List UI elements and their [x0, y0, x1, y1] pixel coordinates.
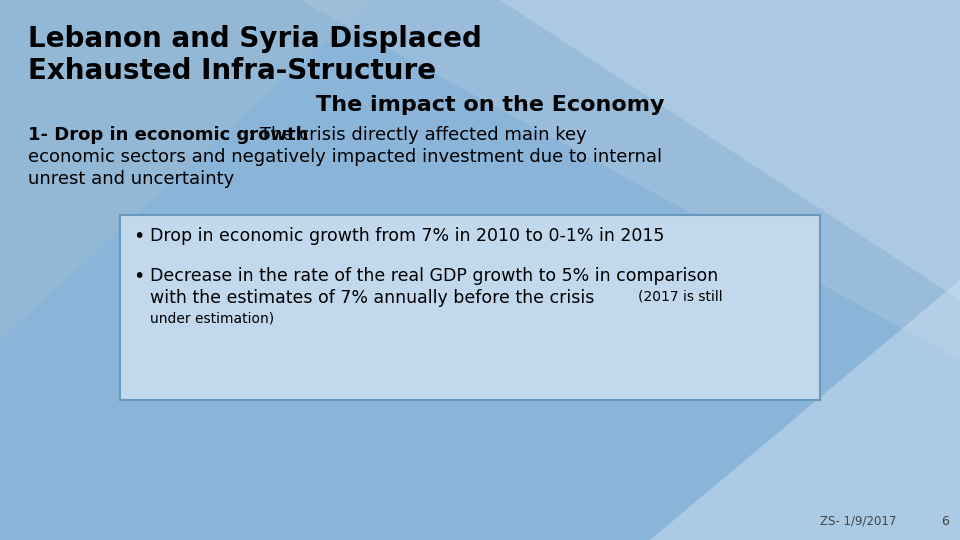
Text: •: • [133, 267, 144, 286]
Text: •: • [133, 227, 144, 246]
Text: Lebanon and Syria Displaced: Lebanon and Syria Displaced [28, 25, 482, 53]
Polygon shape [650, 280, 960, 540]
Text: unrest and uncertainty: unrest and uncertainty [28, 170, 234, 188]
Text: with the estimates of 7% annually before the crisis: with the estimates of 7% annually before… [150, 289, 600, 307]
Text: : The crisis directly affected main key: : The crisis directly affected main key [248, 126, 587, 144]
Polygon shape [0, 0, 370, 340]
Text: The impact on the Economy: The impact on the Economy [316, 95, 664, 115]
Text: Decrease in the rate of the real GDP growth to 5% in comparison: Decrease in the rate of the real GDP gro… [150, 267, 718, 285]
Text: under estimation): under estimation) [150, 311, 275, 325]
Text: Exhausted Infra-Structure: Exhausted Infra-Structure [28, 57, 436, 85]
FancyBboxPatch shape [120, 215, 820, 400]
Text: (2017 is still: (2017 is still [638, 289, 723, 303]
Text: 6: 6 [941, 515, 948, 528]
Text: Drop in economic growth from 7% in 2010 to 0-1% in 2015: Drop in economic growth from 7% in 2010 … [150, 227, 664, 245]
Polygon shape [300, 0, 960, 360]
Text: 1- Drop in economic growth: 1- Drop in economic growth [28, 126, 308, 144]
Polygon shape [500, 0, 960, 300]
Text: economic sectors and negatively impacted investment due to internal: economic sectors and negatively impacted… [28, 148, 662, 166]
Text: ZS- 1/9/2017: ZS- 1/9/2017 [820, 515, 897, 528]
